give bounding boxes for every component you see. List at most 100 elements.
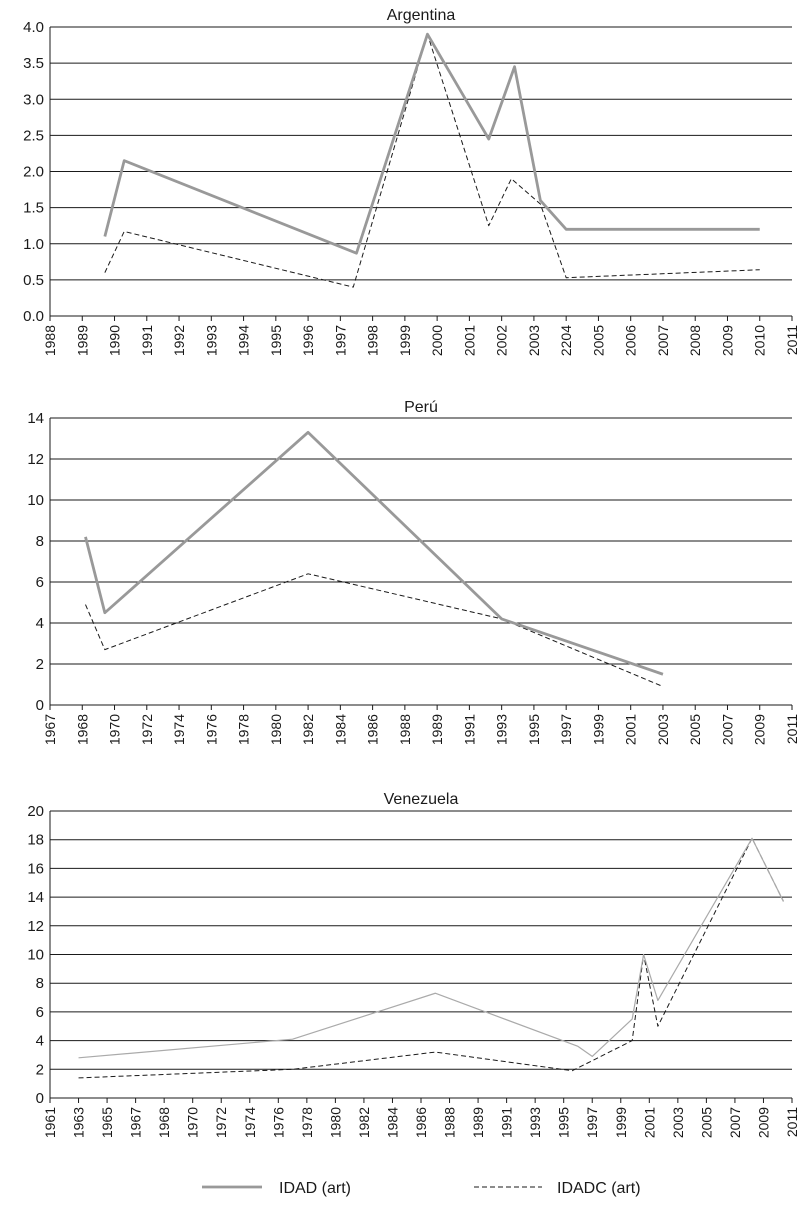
x-tick-label: 1995 (556, 1107, 572, 1138)
chart-panel-perú: Perú 0 2 4 6 8 10 12 14 1967 1968 1970 1972 1974 1976 1… (27, 399, 800, 745)
x-tick-label: 1989 (470, 1107, 486, 1138)
y-tick-label: 0 (36, 1090, 44, 1107)
x-tick-label: 2005 (687, 714, 703, 745)
x-tick-label: 1989 (74, 325, 90, 356)
y-tick-label: 4.0 (23, 19, 44, 36)
x-tick-label: 1967 (42, 714, 58, 745)
x-tick-label: 2002 (494, 325, 510, 356)
x-tick-label: 1997 (558, 714, 574, 745)
x-tick-label: 2007 (719, 714, 735, 745)
series-line-idadc (78, 837, 784, 1079)
x-tick-label: 1972 (139, 714, 155, 745)
y-tick-label: 8 (36, 533, 44, 550)
x-tick-label: 2000 (429, 325, 445, 356)
x-tick-label: 1965 (99, 1107, 115, 1138)
x-tick-label: 1992 (171, 325, 187, 356)
x-tick-label: 2001 (461, 325, 477, 356)
x-tick-label: 1980 (268, 714, 284, 745)
x-tick-label: 2003 (655, 714, 671, 745)
x-tick-label: 1980 (327, 1107, 343, 1138)
series-line-idadc (85, 573, 664, 688)
x-tick-label: 2003 (526, 325, 542, 356)
y-tick-label: 14 (27, 410, 44, 427)
y-tick-label: 2.0 (23, 164, 44, 181)
x-tick-label: 1972 (213, 1107, 229, 1138)
x-tick-label: 1986 (413, 1107, 429, 1138)
x-tick-label: 2005 (698, 1107, 714, 1138)
chart-panel-argentina: Argentina 0.0 0.5 1.0 1.5 2.0 2.5 3.0 3.5 4.0 1988… (23, 7, 800, 356)
x-tick-label: 1999 (613, 1107, 629, 1138)
legend-label: IDADC (art) (557, 1180, 641, 1197)
x-tick-label: 1997 (332, 325, 348, 356)
x-tick-label: 1997 (584, 1107, 600, 1138)
series-line-idad (84, 430, 664, 676)
x-tick-label: 2008 (687, 325, 703, 356)
y-tick-label: 3.0 (23, 91, 44, 108)
x-tick-label: 1995 (526, 714, 542, 745)
x-tick-label: 2001 (641, 1107, 657, 1138)
legend-label: IDAD (art) (279, 1180, 351, 1197)
series-line-idad (78, 837, 784, 1059)
y-tick-label: 10 (27, 492, 44, 509)
x-tick-label: 1976 (203, 714, 219, 745)
x-tick-label: 2007 (655, 325, 671, 356)
x-tick-label: 2011 (784, 325, 800, 355)
x-tick-label: 1970 (185, 1107, 201, 1138)
x-tick-label: 1984 (332, 714, 348, 745)
y-tick-label: 2 (36, 656, 44, 673)
x-tick-label: 2009 (755, 1107, 771, 1138)
y-tick-label: 16 (27, 860, 44, 877)
y-tick-label: 12 (27, 451, 44, 468)
x-tick-label: 1988 (397, 714, 413, 745)
x-tick-label: 2009 (752, 714, 768, 745)
x-tick-label: 1998 (365, 325, 381, 356)
y-tick-label: 0.0 (23, 308, 44, 325)
x-tick-label: 1982 (356, 1107, 372, 1138)
y-tick-label: 0.5 (23, 272, 44, 289)
y-tick-label: 3.5 (23, 55, 44, 72)
x-tick-label: 1970 (107, 714, 123, 745)
x-tick-label: 1991 (139, 325, 155, 356)
y-tick-label: 6 (36, 574, 44, 591)
y-tick-label: 10 (27, 947, 44, 964)
x-tick-label: 1961 (42, 1107, 58, 1138)
x-tick-label: 1991 (461, 714, 477, 745)
x-tick-label: 1991 (499, 1107, 515, 1138)
x-tick-label: 2204 (558, 325, 574, 356)
x-tick-label: 2003 (670, 1107, 686, 1138)
x-tick-label: 1974 (242, 1107, 258, 1138)
x-tick-label: 2006 (623, 325, 639, 356)
x-tick-label: 2005 (590, 325, 606, 356)
y-tick-label: 14 (27, 889, 44, 906)
y-tick-label: 20 (27, 803, 44, 820)
x-tick-label: 2011 (784, 714, 800, 744)
x-tick-label: 1978 (299, 1107, 315, 1138)
x-tick-label: 1995 (268, 325, 284, 356)
y-tick-label: 1.5 (23, 200, 44, 217)
y-tick-label: 2 (36, 1061, 44, 1078)
x-tick-label: 1999 (397, 325, 413, 356)
x-tick-label: 1963 (71, 1107, 87, 1138)
chart-title: Argentina (387, 7, 456, 24)
y-tick-label: 2.5 (23, 127, 44, 144)
x-tick-label: 1996 (300, 325, 316, 356)
x-tick-label: 1967 (128, 1107, 144, 1138)
x-tick-label: 1994 (236, 325, 252, 356)
y-tick-label: 6 (36, 1004, 44, 1021)
y-tick-label: 1.0 (23, 236, 44, 253)
x-tick-label: 2009 (719, 325, 735, 356)
x-tick-label: 1988 (442, 1107, 458, 1138)
x-tick-label: 1978 (236, 714, 252, 745)
x-tick-label: 1993 (203, 325, 219, 356)
x-tick-label: 2010 (752, 325, 768, 356)
chart-title: Perú (404, 399, 438, 416)
x-tick-label: 1999 (590, 714, 606, 745)
x-tick-label: 1988 (42, 325, 58, 356)
series-line-idad (103, 32, 760, 255)
chart-title: Venezuela (384, 791, 459, 808)
y-tick-label: 8 (36, 975, 44, 992)
legend: IDAD (art) IDADC (art) (202, 1180, 641, 1197)
x-tick-label: 1968 (74, 714, 90, 745)
